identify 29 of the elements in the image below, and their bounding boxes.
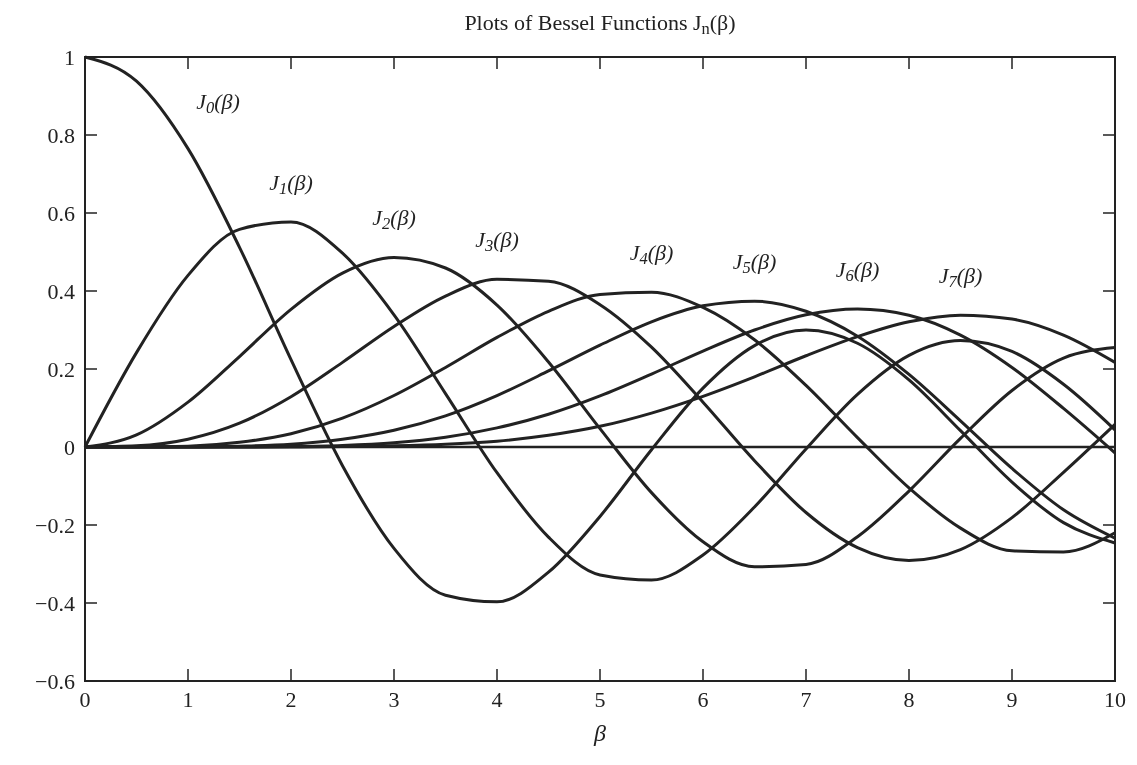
y-tick-label: 0.6 [47, 200, 75, 226]
x-tick-label: 1 [182, 687, 194, 712]
y-tick-label: 0.2 [47, 356, 75, 382]
legend-label: J$_{0}$(β) [196, 88, 240, 117]
series-label: J$_{3}$(β) [475, 227, 519, 256]
series-label: J$_{2}$(β) [372, 205, 416, 234]
x-tick-label: 10 [1104, 687, 1126, 712]
x-tick-label: 8 [903, 687, 915, 712]
chart-title: Plots of Bessel Functions J$_{n}$(β) [464, 10, 736, 39]
x-tick-label: 6 [697, 687, 709, 712]
x-tick-label: 5 [594, 687, 606, 712]
series-label: J$_{7}$(β) [938, 263, 983, 292]
x-tick-label: 3 [388, 687, 400, 712]
x-axis-title: β [593, 720, 607, 746]
y-tick-label: −0.2 [35, 512, 75, 538]
y-tick-label: 0.8 [47, 122, 75, 148]
series-label: J$_{1}$(β) [269, 169, 313, 199]
x-tick-label: 7 [800, 687, 812, 712]
x-tick-label: 4 [491, 687, 503, 712]
y-tick-label: 1 [64, 44, 75, 70]
y-tick-label: −0.6 [35, 668, 75, 694]
series-label: J$_{6}$(β) [835, 256, 880, 286]
series-label: J$_{5}$(β) [732, 249, 777, 278]
series-label: J$_{4}$(β) [629, 240, 674, 269]
y-tick-label: −0.4 [35, 590, 75, 616]
x-tick-label: 9 [1006, 687, 1018, 712]
y-tick-label: 0.4 [47, 278, 75, 304]
y-tick-label: 0 [64, 434, 75, 460]
x-tick-label: 2 [285, 687, 297, 712]
